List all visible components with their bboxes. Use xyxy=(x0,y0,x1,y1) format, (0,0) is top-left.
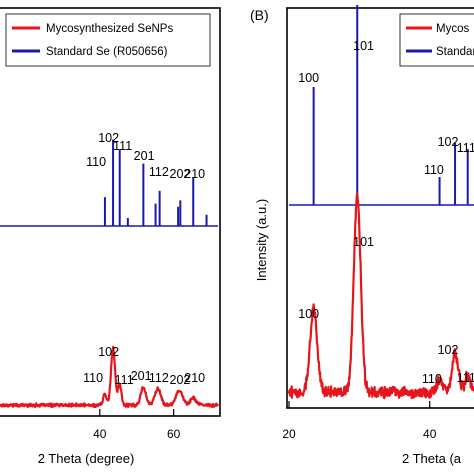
panel-b-peak-label: 101 xyxy=(353,39,374,53)
panel-a-peak-label: 210 xyxy=(184,371,205,385)
panel-b-label: (B) xyxy=(250,7,269,23)
panel-b-frame xyxy=(286,7,474,409)
panel-a-peak-label: 111 xyxy=(115,373,134,387)
panel-b-legend-box xyxy=(399,13,474,67)
panel-a-legend-box xyxy=(5,13,211,67)
panel-b-peak-label: 101 xyxy=(353,235,374,249)
panel-b-peak-label: 100 xyxy=(298,71,319,85)
panel-b-series xyxy=(287,5,474,400)
panel-a-peak-label: 102 xyxy=(98,345,119,359)
panel-b-y-axis-label: Intensity (a.u.) xyxy=(254,199,269,281)
panel-b-legend: Mycos Standar xyxy=(399,13,474,67)
panel-a-peak-label: 112 xyxy=(149,165,169,179)
panel-b-peak-label: 110 xyxy=(422,372,442,386)
panel-a-x-ticks: 40 60 xyxy=(93,409,181,441)
panel-a-x-tick-label: 40 xyxy=(93,427,107,441)
panel-a-legend: Mycosynthesized SeNPs Standard Se (R0506… xyxy=(5,13,211,67)
panel-a-series xyxy=(0,139,220,409)
panel-a-peak-label: 210 xyxy=(184,167,205,181)
panel-b-legend-label-red: Mycos xyxy=(436,23,469,35)
panel-a-peak-label: 110 xyxy=(83,371,103,385)
panel-a-peak-label: 201 xyxy=(134,149,155,163)
panel-a-legend-label-blue: Standard Se (R050656) xyxy=(46,46,168,58)
panel-a-peak-label: 202 xyxy=(170,167,191,181)
panel-b-x-tick-label: 20 xyxy=(282,427,296,441)
panel-b-peak-label: 100 xyxy=(298,307,319,321)
panel-a-frame xyxy=(0,7,221,417)
panel-b-peak-label: 111 xyxy=(457,371,474,385)
panel-a-legend-label-red: Mycosynthesized SeNPs xyxy=(46,23,173,35)
panel-b-peak-label: 110 xyxy=(424,163,444,177)
panel-b-peak-label: 111 xyxy=(457,141,474,155)
panel-b-x-ticks: 20 40 xyxy=(282,401,437,441)
panel-b-peak-label: 102 xyxy=(438,343,459,357)
panel-a-sample-pattern-line xyxy=(0,345,220,409)
panel-b-sample-pattern-line xyxy=(287,192,474,400)
panel-a-peak-label: 201 xyxy=(131,369,152,383)
panel-a-peak-label: 202 xyxy=(170,373,191,387)
panel-a-peak-label: 102 xyxy=(98,131,119,145)
panel-b-x-tick-label: 40 xyxy=(423,427,437,441)
panel-a-x-axis-label: 2 Theta (degree) xyxy=(38,451,135,466)
panel-a-peak-label: 111 xyxy=(113,139,132,153)
panel-b-legend-label-blue: Standar xyxy=(436,46,474,58)
panel-a-peak-label: 112 xyxy=(149,371,169,385)
panel-a-peak-label: 110 xyxy=(86,155,106,169)
panel-b-peak-label: 102 xyxy=(438,135,459,149)
panel-b-x-axis-label: 2 Theta (a xyxy=(402,451,462,466)
panel-a-x-tick-label: 60 xyxy=(167,427,181,441)
